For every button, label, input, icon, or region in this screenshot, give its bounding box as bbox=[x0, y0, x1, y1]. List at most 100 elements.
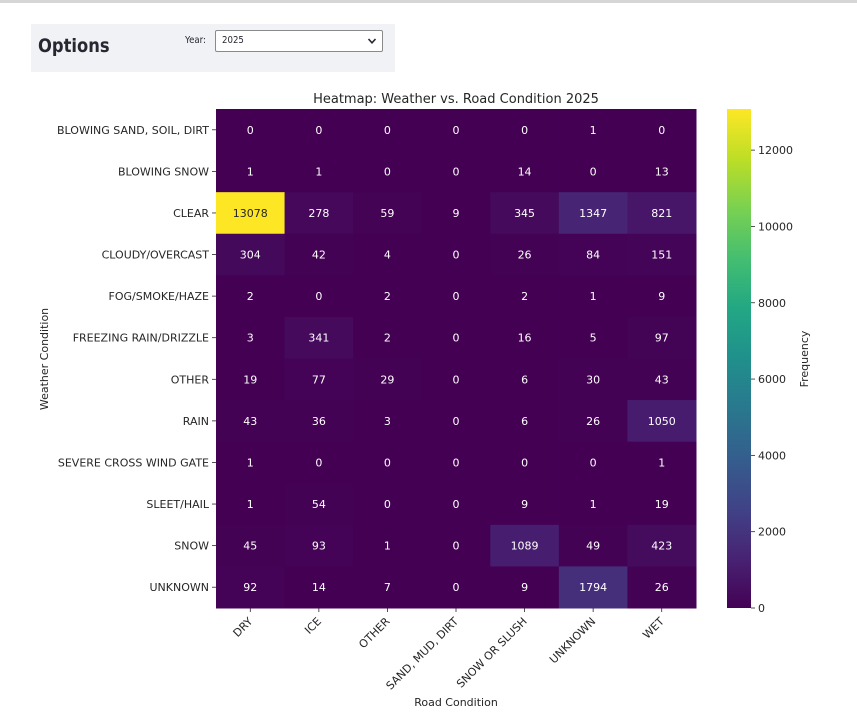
cell-value-label: 1 bbox=[247, 456, 254, 469]
heatmap-cell bbox=[558, 275, 628, 318]
heatmap-cell bbox=[421, 316, 491, 359]
heatmap-cell bbox=[490, 483, 560, 526]
x-tick-label: SNOW OR SLUSH bbox=[454, 615, 530, 691]
cell-value-label: 0 bbox=[453, 124, 460, 137]
cell-value-label: 1794 bbox=[579, 581, 607, 594]
heatmap-cell bbox=[353, 441, 423, 484]
cell-value-label: 13 bbox=[655, 165, 669, 178]
heatmap-cell bbox=[490, 358, 560, 401]
y-tick-label: RAIN bbox=[183, 415, 209, 428]
cell-value-label: 0 bbox=[453, 332, 460, 345]
cell-value-label: 0 bbox=[453, 249, 460, 262]
heatmap-cell bbox=[421, 400, 491, 443]
heatmap-cell bbox=[421, 566, 491, 609]
heatmap-cell bbox=[627, 524, 697, 567]
cell-value-label: 151 bbox=[651, 249, 672, 262]
heatmap-cell bbox=[490, 400, 560, 443]
heatmap-cell bbox=[558, 400, 628, 443]
cell-value-label: 1 bbox=[658, 456, 665, 469]
heatmap-cell bbox=[627, 109, 697, 152]
chart-title: Heatmap: Weather vs. Road Condition 2025 bbox=[313, 92, 599, 107]
cell-value-label: 0 bbox=[384, 124, 391, 137]
y-tick-label: FOG/SMOKE/HAZE bbox=[109, 290, 210, 303]
y-tick-label: SLEET/HAIL bbox=[146, 498, 209, 511]
heatmap-cell bbox=[284, 192, 354, 235]
heatmap-cells bbox=[216, 109, 697, 609]
cell-value-label: 77 bbox=[312, 373, 326, 386]
chevron-down-icon bbox=[367, 38, 377, 44]
cell-value-label: 1 bbox=[315, 165, 322, 178]
heatmap-cell bbox=[421, 275, 491, 318]
cell-value-label: 92 bbox=[243, 581, 257, 594]
cell-value-label: 26 bbox=[655, 581, 669, 594]
heatmap-cell bbox=[284, 400, 354, 443]
heatmap-cell bbox=[627, 233, 697, 276]
x-tick-label: UNKNOWN bbox=[547, 615, 598, 666]
colorbar-tick-label: 4000 bbox=[758, 449, 786, 462]
cell-value-label: 0 bbox=[453, 415, 460, 428]
y-tick-label: CLEAR bbox=[173, 207, 209, 220]
cell-value-label: 93 bbox=[312, 540, 326, 553]
cell-value-label: 54 bbox=[312, 498, 326, 511]
cell-value-label: 2 bbox=[247, 290, 254, 303]
cell-value-label: 0 bbox=[453, 165, 460, 178]
heatmap-cell bbox=[353, 150, 423, 193]
cell-value-label: 29 bbox=[380, 373, 394, 386]
cell-value-label: 26 bbox=[518, 249, 532, 262]
cell-value-label: 0 bbox=[453, 456, 460, 469]
heatmap-cell bbox=[216, 566, 286, 609]
y-tick-label: SNOW bbox=[174, 540, 209, 553]
cell-value-label: 0 bbox=[247, 124, 254, 137]
heatmap-cell bbox=[421, 483, 491, 526]
cell-value-label: 0 bbox=[590, 165, 597, 178]
heatmap-cell bbox=[558, 109, 628, 152]
colorbar bbox=[727, 109, 751, 608]
cell-value-label: 1 bbox=[247, 498, 254, 511]
cell-value-label: 30 bbox=[586, 373, 600, 386]
cell-value-label: 9 bbox=[453, 207, 460, 220]
cell-value-label: 423 bbox=[651, 540, 672, 553]
cell-value-label: 2 bbox=[521, 290, 528, 303]
heatmap-cell bbox=[558, 524, 628, 567]
heatmap-cell bbox=[490, 441, 560, 484]
heatmap-cell bbox=[558, 233, 628, 276]
heatmap-cell bbox=[216, 441, 286, 484]
heatmap-cell bbox=[490, 566, 560, 609]
cell-value-label: 0 bbox=[590, 456, 597, 469]
cell-value-label: 0 bbox=[658, 124, 665, 137]
heatmap-cell bbox=[216, 192, 286, 235]
heatmap-cell bbox=[353, 192, 423, 235]
y-tick-label: CLOUDY/OVERCAST bbox=[102, 249, 210, 262]
year-select-value: 2025 bbox=[222, 35, 244, 46]
colorbar-label: Frequency bbox=[798, 330, 811, 387]
cell-value-label: 36 bbox=[312, 415, 326, 428]
heatmap-cell bbox=[284, 150, 354, 193]
cell-value-label: 0 bbox=[521, 456, 528, 469]
cell-value-label: 278 bbox=[308, 207, 329, 220]
heatmap-cell bbox=[353, 524, 423, 567]
heatmap-cell bbox=[284, 483, 354, 526]
heatmap-cell bbox=[284, 566, 354, 609]
cell-value-label: 84 bbox=[586, 249, 600, 262]
heatmap-cell bbox=[627, 441, 697, 484]
heatmap-cell bbox=[490, 192, 560, 235]
cell-value-label: 0 bbox=[315, 456, 322, 469]
year-select[interactable]: 2025 bbox=[215, 30, 383, 52]
cell-value-label: 42 bbox=[312, 249, 326, 262]
heatmap-cell bbox=[558, 192, 628, 235]
cell-value-label: 59 bbox=[380, 207, 394, 220]
heatmap-cell bbox=[421, 233, 491, 276]
cell-value-label: 13078 bbox=[233, 207, 268, 220]
cell-value-label: 19 bbox=[655, 498, 669, 511]
heatmap-cell bbox=[558, 316, 628, 359]
colorbar-tick-label: 12000 bbox=[758, 144, 793, 157]
cell-value-label: 2 bbox=[384, 290, 391, 303]
heatmap-cell bbox=[490, 109, 560, 152]
heatmap-cell bbox=[627, 150, 697, 193]
colorbar-tick-label: 2000 bbox=[758, 526, 786, 539]
x-tick-label: OTHER bbox=[356, 615, 392, 651]
cell-value-label: 0 bbox=[453, 581, 460, 594]
y-tick-label: FREEZING RAIN/DRIZZLE bbox=[73, 332, 209, 345]
heatmap-cell bbox=[216, 358, 286, 401]
